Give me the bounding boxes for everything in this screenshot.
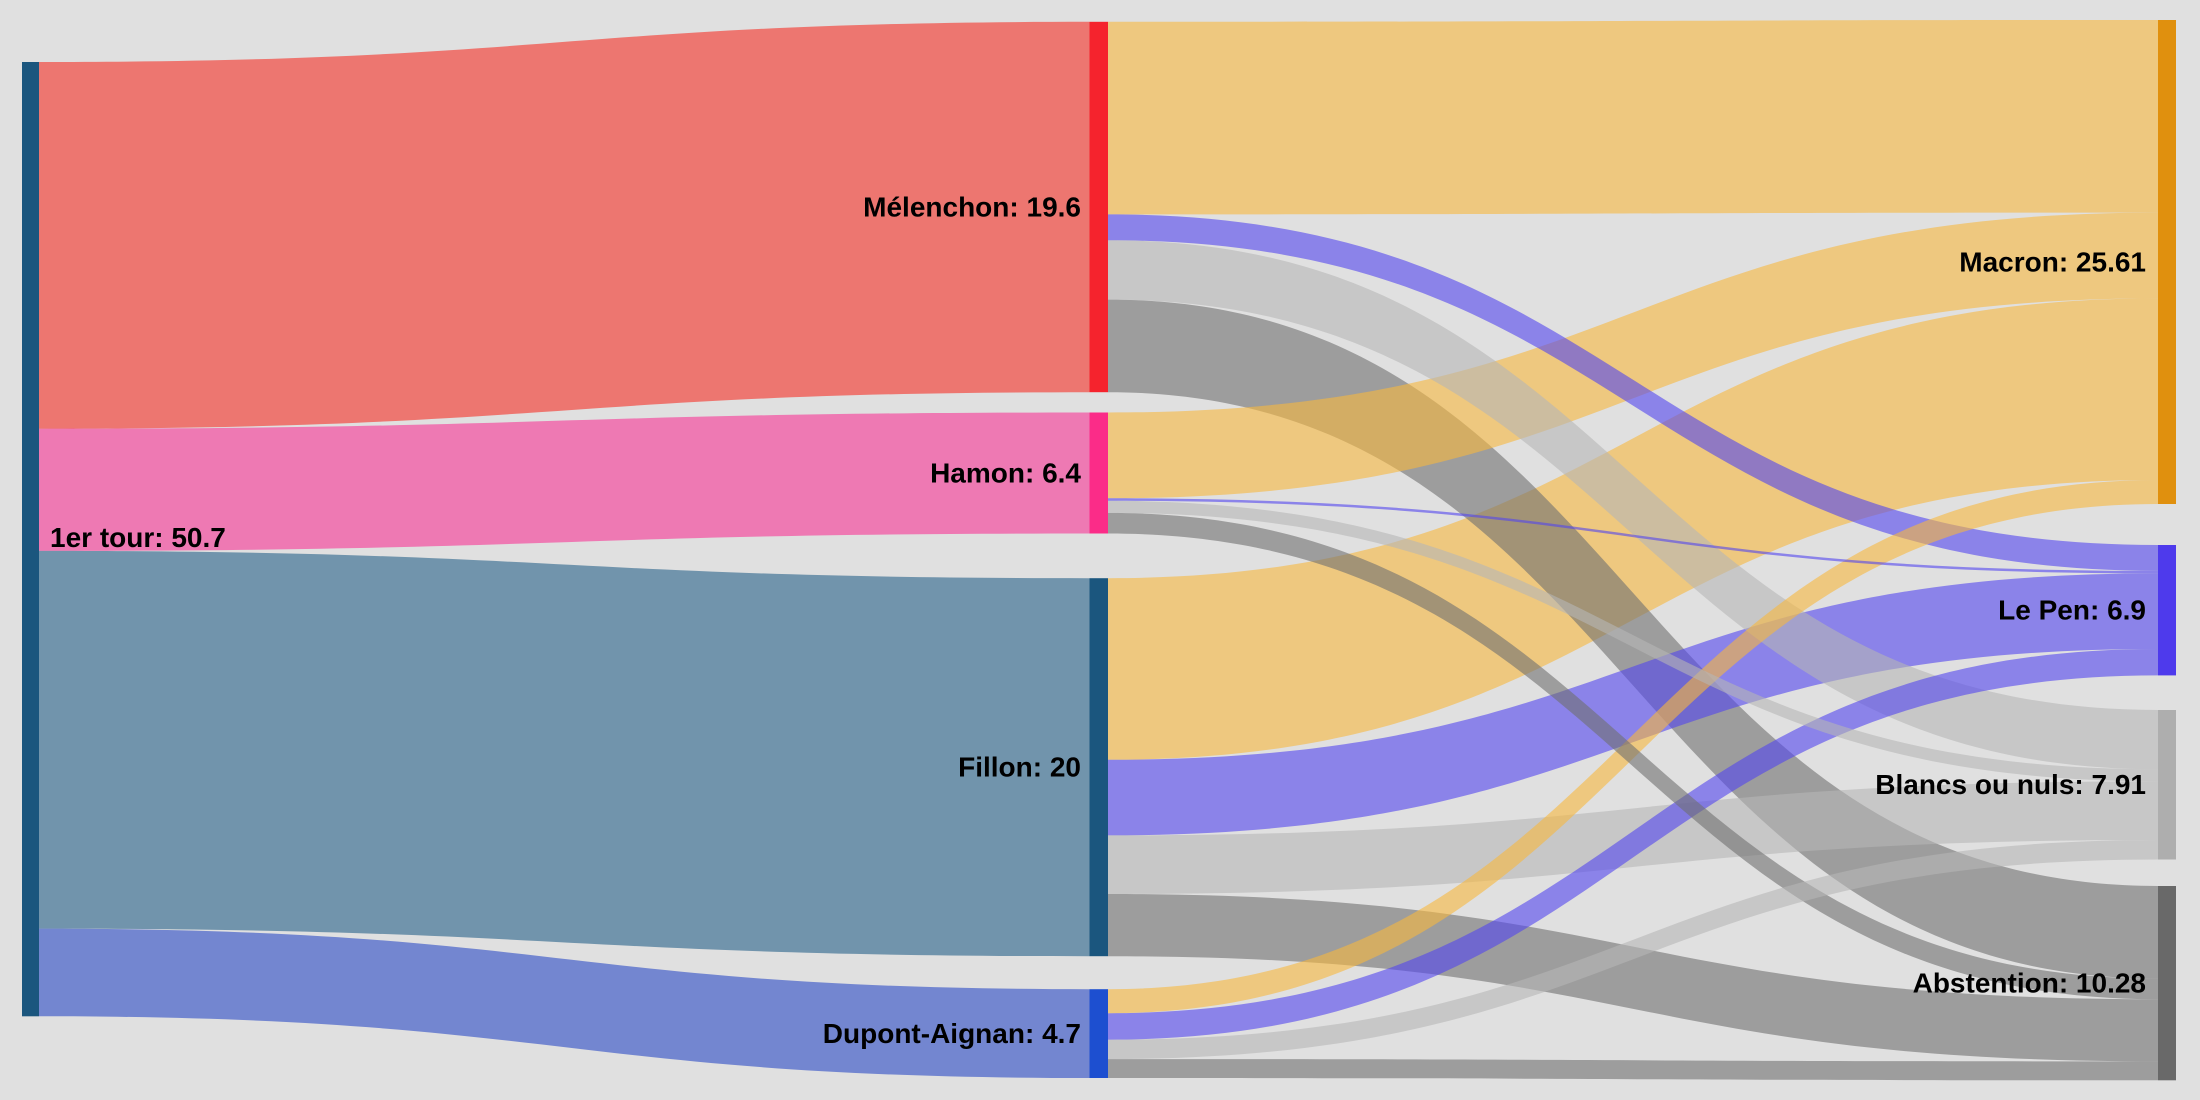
svg-text:Macron: 25.61: Macron: 25.61	[1959, 247, 2146, 278]
svg-text:Dupont-Aignan: 4.7: Dupont-Aignan: 4.7	[823, 1018, 1081, 1049]
svg-text:Blancs ou nuls: 7.91: Blancs ou nuls: 7.91	[1875, 769, 2146, 800]
svg-text:Le Pen: 6.9: Le Pen: 6.9	[1998, 595, 2146, 626]
svg-text:Hamon: 6.4: Hamon: 6.4	[930, 458, 1081, 489]
svg-text:Abstention: 10.28: Abstention: 10.28	[1913, 968, 2146, 999]
svg-text:Fillon: 20: Fillon: 20	[958, 752, 1081, 783]
svg-text:Mélenchon: 19.6: Mélenchon: 19.6	[863, 192, 1081, 223]
svg-text:1er tour: 50.7: 1er tour: 50.7	[50, 522, 226, 553]
